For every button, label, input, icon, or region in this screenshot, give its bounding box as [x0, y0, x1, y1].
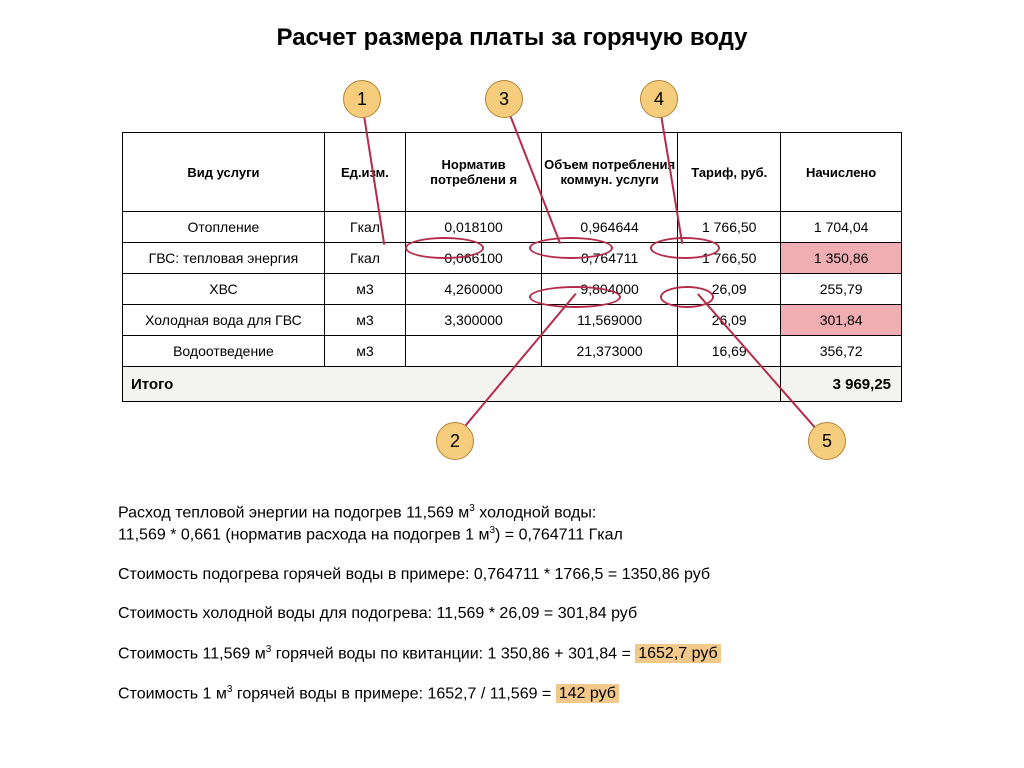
page-title: Расчет размера платы за горячую воду	[0, 24, 1024, 52]
cell-norm: 0,018100	[406, 212, 542, 243]
calculation-notes: Расход тепловой энергии на подогрев 11,5…	[118, 502, 918, 723]
callout-badge-1: 1	[343, 80, 381, 118]
cell-sum: 301,84	[781, 305, 902, 336]
cell-svc: ГВС: тепловая энергия	[123, 243, 325, 274]
cell-svc: Водоотведение	[123, 336, 325, 367]
callout-badge-3: 3	[485, 80, 523, 118]
tariff-table: Вид услуги Ед.изм. Норматив потреблени я…	[122, 132, 902, 402]
table-row: ОтоплениеГкал0,0181000,9646441 766,501 7…	[123, 212, 902, 243]
cell-tariff: 1 766,50	[678, 212, 781, 243]
cell-unit: м3	[324, 305, 405, 336]
tariff-table-wrap: Вид услуги Ед.изм. Норматив потреблени я…	[122, 132, 902, 402]
cell-svc: Холодная вода для ГВС	[123, 305, 325, 336]
table-row: ГВС: тепловая энергияГкал0,0661000,76471…	[123, 243, 902, 274]
note-line-3: Стоимость холодной воды для подогрева: 1…	[118, 603, 918, 625]
cell-tariff: 26,09	[678, 274, 781, 305]
cell-norm: 4,260000	[406, 274, 542, 305]
cell-vol: 9,804000	[542, 274, 678, 305]
cell-unit: Гкал	[324, 243, 405, 274]
cell-vol: 21,373000	[542, 336, 678, 367]
total-value: 3 969,25	[781, 367, 902, 402]
cell-norm: 3,300000	[406, 305, 542, 336]
th-service: Вид услуги	[123, 133, 325, 212]
note-line-1: Расход тепловой энергии на подогрев 11,5…	[118, 502, 918, 546]
table-header-row: Вид услуги Ед.изм. Норматив потреблени я…	[123, 133, 902, 212]
cell-vol: 0,964644	[542, 212, 678, 243]
highlight-total: 1652,7 руб	[635, 644, 720, 663]
cell-tariff: 16,69	[678, 336, 781, 367]
note-line-5: Стоимость 1 м3 горячей воды в примере: 1…	[118, 683, 918, 705]
note-line-4: Стоимость 11,569 м3 горячей воды по квит…	[118, 643, 918, 665]
total-row: Итого3 969,25	[123, 367, 902, 402]
total-label: Итого	[123, 367, 781, 402]
cell-vol: 0,764711	[542, 243, 678, 274]
callout-badge-4: 4	[640, 80, 678, 118]
cell-svc: Отопление	[123, 212, 325, 243]
th-charged: Начислено	[781, 133, 902, 212]
highlight-unit-price: 142 руб	[556, 684, 619, 703]
cell-tariff: 1 766,50	[678, 243, 781, 274]
callout-badge-2: 2	[436, 422, 474, 460]
table-row: Холодная вода для ГВСм33,30000011,569000…	[123, 305, 902, 336]
callout-badge-5: 5	[808, 422, 846, 460]
cell-sum: 255,79	[781, 274, 902, 305]
cell-norm: 0,066100	[406, 243, 542, 274]
cell-vol: 11,569000	[542, 305, 678, 336]
cell-unit: м3	[324, 274, 405, 305]
table-row: Водоотведением3 21,37300016,69356,72	[123, 336, 902, 367]
cell-sum: 1 704,04	[781, 212, 902, 243]
th-norm: Норматив потреблени я	[406, 133, 542, 212]
cell-sum: 1 350,86	[781, 243, 902, 274]
th-unit: Ед.изм.	[324, 133, 405, 212]
note-line-2: Стоимость подогрева горячей воды в приме…	[118, 564, 918, 586]
cell-sum: 356,72	[781, 336, 902, 367]
cell-norm	[406, 336, 542, 367]
cell-svc: ХВС	[123, 274, 325, 305]
th-volume: Объем потребления коммун. услуги	[542, 133, 678, 212]
cell-unit: м3	[324, 336, 405, 367]
cell-unit: Гкал	[324, 212, 405, 243]
th-tariff: Тариф, руб.	[678, 133, 781, 212]
cell-tariff: 26,09	[678, 305, 781, 336]
table-row: ХВСм34,2600009,80400026,09255,79	[123, 274, 902, 305]
